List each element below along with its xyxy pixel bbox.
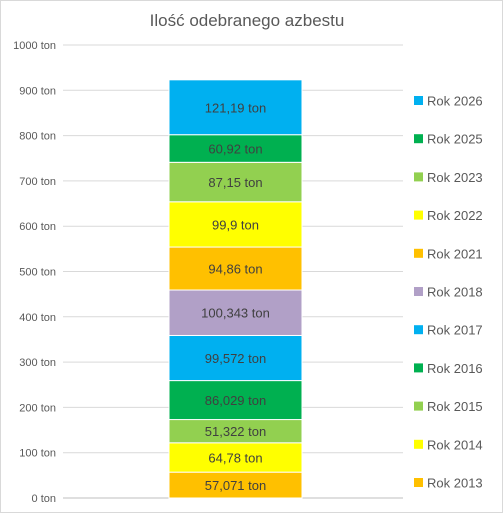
legend-label: Rok 2026: [427, 94, 483, 109]
legend-label: Rok 2016: [427, 361, 483, 376]
y-tick-label: 600 ton: [19, 221, 56, 233]
segment-data-label: 94,86 ton: [208, 262, 262, 277]
bar-segment: [168, 442, 303, 473]
legend-swatch: [414, 287, 423, 296]
segment-data-label: 99,9 ton: [212, 217, 259, 232]
legend: Rok 2026 Rok 2025 Rok 2023 Rok 2022 Rok 2021…: [414, 94, 483, 491]
bar-segment: [168, 334, 303, 382]
legend-label: Rok 2022: [427, 208, 483, 223]
y-tick-label: 400 ton: [19, 312, 56, 324]
legend-swatch: [414, 210, 423, 220]
bar-segments: [168, 79, 303, 499]
bar-segment: [168, 471, 303, 499]
y-tick-label: 900 ton: [19, 85, 56, 97]
bar-segment: [168, 134, 303, 163]
segment-data-label: 121,19 ton: [205, 100, 266, 115]
segment-data-label: 64,78 ton: [208, 450, 262, 465]
legend-swatch: [414, 478, 423, 487]
y-tick-label: 300 ton: [19, 357, 56, 369]
legend-label: Rok 2021: [427, 246, 483, 261]
legend-swatch: [414, 96, 423, 105]
legend-label: Rok 2013: [427, 476, 483, 491]
legend-label: Rok 2017: [427, 323, 483, 338]
bar-segment: [168, 201, 303, 248]
legend-label: Rok 2023: [427, 170, 483, 185]
bar-segment: [168, 246, 303, 291]
y-tick-label: 100 ton: [19, 448, 56, 460]
y-tick-label: 0 ton: [32, 493, 56, 505]
legend-label: Rok 2014: [427, 437, 483, 452]
segment-data-label: 99,572 ton: [205, 351, 266, 366]
segment-data-label: 51,322 ton: [205, 424, 266, 439]
legend-label: Rok 2018: [427, 285, 483, 300]
chart-title: Ilość odebranego azbestu: [150, 11, 345, 30]
legend-swatch: [414, 439, 423, 449]
segment-data-label: 87,15 ton: [208, 175, 262, 190]
segment-data-label: 57,071 ton: [205, 478, 266, 493]
y-tick-label: 700 ton: [19, 176, 56, 188]
bar-segment: [168, 380, 303, 421]
legend-swatch: [414, 248, 423, 258]
segment-labels: 57,071 ton 64,78 ton 51,322 ton 86,029 ton 9…: [201, 100, 270, 493]
legend-swatch: [414, 363, 423, 373]
y-tick-label: 800 ton: [19, 131, 56, 143]
bar-segment: [168, 161, 303, 203]
segment-data-label: 60,92 ton: [208, 142, 262, 157]
legend-swatch: [414, 325, 423, 335]
y-tick-label: 1000 ton: [13, 40, 56, 52]
legend-swatch: [414, 134, 423, 144]
legend-label: Rok 2025: [427, 132, 483, 147]
legend-swatch: [414, 401, 423, 411]
y-axis-ticks: 0 ton 100 ton 200 ton 300 ton 400 ton 500 ton…: [13, 40, 56, 505]
bar-segment: [168, 79, 303, 136]
y-tick-label: 500 ton: [19, 267, 56, 279]
segment-data-label: 86,029 ton: [205, 393, 266, 408]
legend-swatch: [414, 172, 423, 182]
y-tick-label: 200 ton: [19, 402, 56, 414]
legend-label: Rok 2015: [427, 399, 483, 414]
bar-segment: [168, 289, 303, 336]
segment-data-label: 100,343 ton: [201, 306, 270, 321]
